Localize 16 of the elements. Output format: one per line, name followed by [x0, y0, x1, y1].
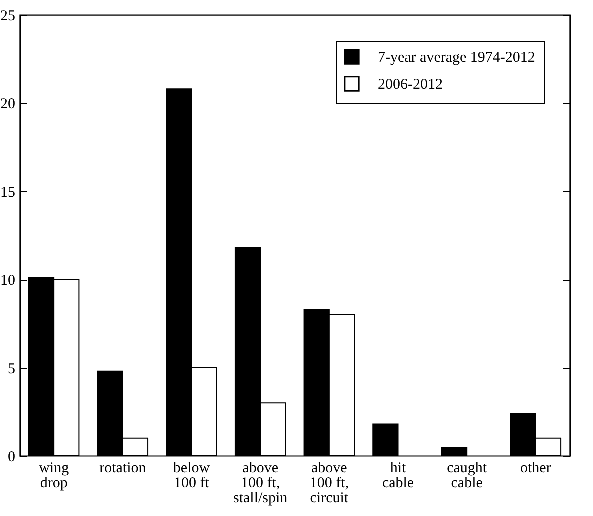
legend-label: 7-year average 1974-2012: [378, 50, 536, 66]
y-tick-label: 10: [0, 273, 16, 290]
y-tick-label: 15: [0, 184, 16, 201]
x-tick-label: wing drop: [39, 460, 70, 492]
x-tick-label: other: [520, 460, 552, 476]
x-tick-label: below 100 ft: [173, 460, 210, 492]
y-tick-label: 25: [0, 8, 16, 24]
y-tick-label: 20: [0, 96, 16, 113]
x-tick-label: above 100 ft, circuit: [310, 460, 350, 506]
legend-label: 2006-2012: [378, 77, 443, 93]
x-tick-label: caught cable: [447, 460, 488, 492]
y-tick-label: 0: [8, 450, 16, 466]
x-tick-label: rotation: [100, 460, 147, 476]
x-tick-label: hit cable: [382, 460, 414, 492]
y-tick-label: 5: [8, 361, 16, 378]
x-tick-label: above 100 ft, stall/spin: [233, 460, 288, 506]
